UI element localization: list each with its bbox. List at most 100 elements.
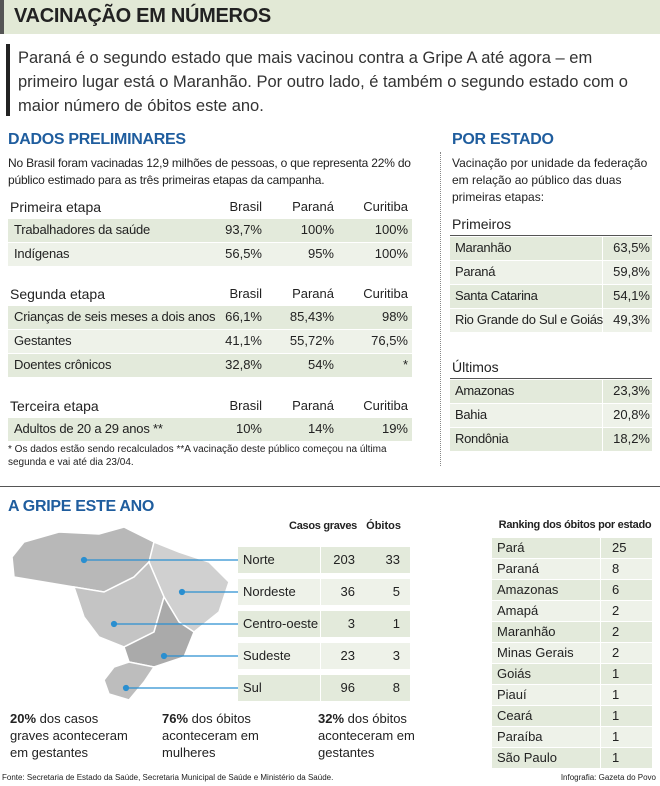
column-header: Óbitos	[366, 520, 401, 532]
table-row	[450, 403, 652, 427]
cell-value: 41,1%	[225, 333, 262, 348]
connector-dot	[110, 620, 118, 628]
cell-value: 19%	[381, 421, 408, 436]
cell-value: 18,2%	[613, 431, 650, 446]
divider	[602, 427, 603, 451]
cell-value: 3	[392, 648, 400, 663]
table-row	[238, 547, 410, 573]
stat: 76% dos óbitos aconteceram em mulheres	[162, 710, 280, 761]
connector-dot	[122, 684, 130, 692]
table-row	[8, 305, 412, 329]
cell-value: 100%	[374, 246, 408, 261]
cell-value: 96	[340, 680, 355, 695]
cell-value: 3	[347, 616, 355, 631]
row-label: Indígenas	[14, 246, 70, 261]
region-name: Norte	[243, 552, 275, 567]
table-row	[492, 600, 652, 621]
cell-value: 95%	[307, 246, 334, 261]
region-name: Sul	[243, 680, 262, 695]
cell-value: 56,5%	[225, 246, 262, 261]
row-label: Maranhão	[455, 240, 512, 255]
divider	[602, 403, 603, 427]
table-row	[450, 379, 652, 403]
divider	[602, 260, 603, 284]
table-row	[8, 353, 412, 377]
row-label: Rio Grande do Sul e Goiás	[455, 312, 603, 327]
group-rule	[450, 378, 652, 379]
connector-dot	[178, 588, 186, 596]
cell-value: 76,5%	[371, 333, 408, 348]
state-name: Ceará	[497, 708, 533, 723]
stat-text: dos óbitos aconteceram em gestantes	[318, 711, 415, 760]
cell-value: 49,3%	[613, 312, 650, 327]
group-name: Primeiros	[452, 216, 512, 232]
cell-value: 63,5%	[613, 240, 650, 255]
table-row	[238, 611, 410, 637]
table-row	[492, 621, 652, 642]
column-header: Curitiba	[363, 286, 408, 301]
row-label: Paraná	[455, 264, 496, 279]
stat: 32% dos óbitos aconteceram em gestantes	[318, 710, 436, 761]
divider	[602, 236, 603, 260]
row-label: Santa Catarina	[455, 288, 538, 303]
divider	[600, 579, 601, 600]
group-rule	[450, 235, 652, 236]
stat-highlight: 20%	[10, 711, 37, 726]
divider	[320, 547, 321, 573]
divider	[600, 537, 601, 558]
cell-value: 54%	[307, 357, 334, 372]
row-label: Crianças de seis meses a dois anos	[14, 309, 216, 324]
divider	[600, 558, 601, 579]
cell-value: 2	[612, 624, 620, 639]
divider	[440, 152, 441, 466]
stage-name: Terceira etapa	[10, 398, 99, 414]
column-header: Curitiba	[363, 199, 408, 214]
divider	[600, 684, 601, 705]
row-label: Bahia	[455, 407, 487, 422]
table-row	[450, 284, 652, 308]
map	[11, 526, 230, 701]
cell-value: 23,3%	[613, 383, 650, 398]
state-name: Amazonas	[497, 582, 559, 597]
state-name: Pará	[497, 540, 525, 555]
cell-value: 2	[612, 603, 620, 618]
ranking-title: Ranking dos óbitos por estado	[498, 519, 652, 531]
table-row	[492, 726, 652, 747]
table-row	[492, 642, 652, 663]
divider	[600, 663, 601, 684]
table-row	[492, 558, 652, 579]
divider	[320, 675, 321, 701]
stat-highlight: 32%	[318, 711, 345, 726]
table-row	[492, 663, 652, 684]
cell-value: 10%	[235, 421, 262, 436]
description: No Brasil foram vacinadas 12,9 milhões d…	[8, 156, 411, 187]
cell-value: 1	[392, 616, 400, 631]
cell-value: 32,8%	[225, 357, 262, 372]
cell-value: 6	[612, 582, 620, 597]
section-title: DADOS PRELIMINARES	[8, 131, 186, 148]
state-name: São Paulo	[497, 750, 557, 765]
table-row	[492, 579, 652, 600]
cell-value: 85,43%	[289, 309, 334, 324]
cell-value: 59,8%	[613, 264, 650, 279]
state-name: Amapá	[497, 603, 539, 618]
column-header: Paraná	[292, 286, 334, 301]
table-row	[492, 537, 652, 558]
table-row	[450, 427, 652, 451]
map-sul	[103, 661, 156, 701]
cell-value: 54,1%	[613, 288, 650, 303]
region-name: Nordeste	[243, 584, 296, 599]
table-row	[450, 236, 652, 260]
cell-value: 2	[612, 645, 620, 660]
table-row	[238, 643, 410, 669]
column-header: Curitiba	[363, 398, 408, 413]
cell-value: 66,1%	[225, 309, 262, 324]
section-title: A GRIPE ESTE ANO	[8, 498, 155, 515]
cell-value: 36	[340, 584, 355, 599]
cell-value: 1	[612, 708, 620, 723]
group-name: Últimos	[452, 359, 499, 375]
column-header: Casos graves	[289, 520, 357, 532]
cell-value: 55,72%	[289, 333, 334, 348]
cell-value: 98%	[381, 309, 408, 324]
section-title: POR ESTADO	[452, 131, 554, 148]
